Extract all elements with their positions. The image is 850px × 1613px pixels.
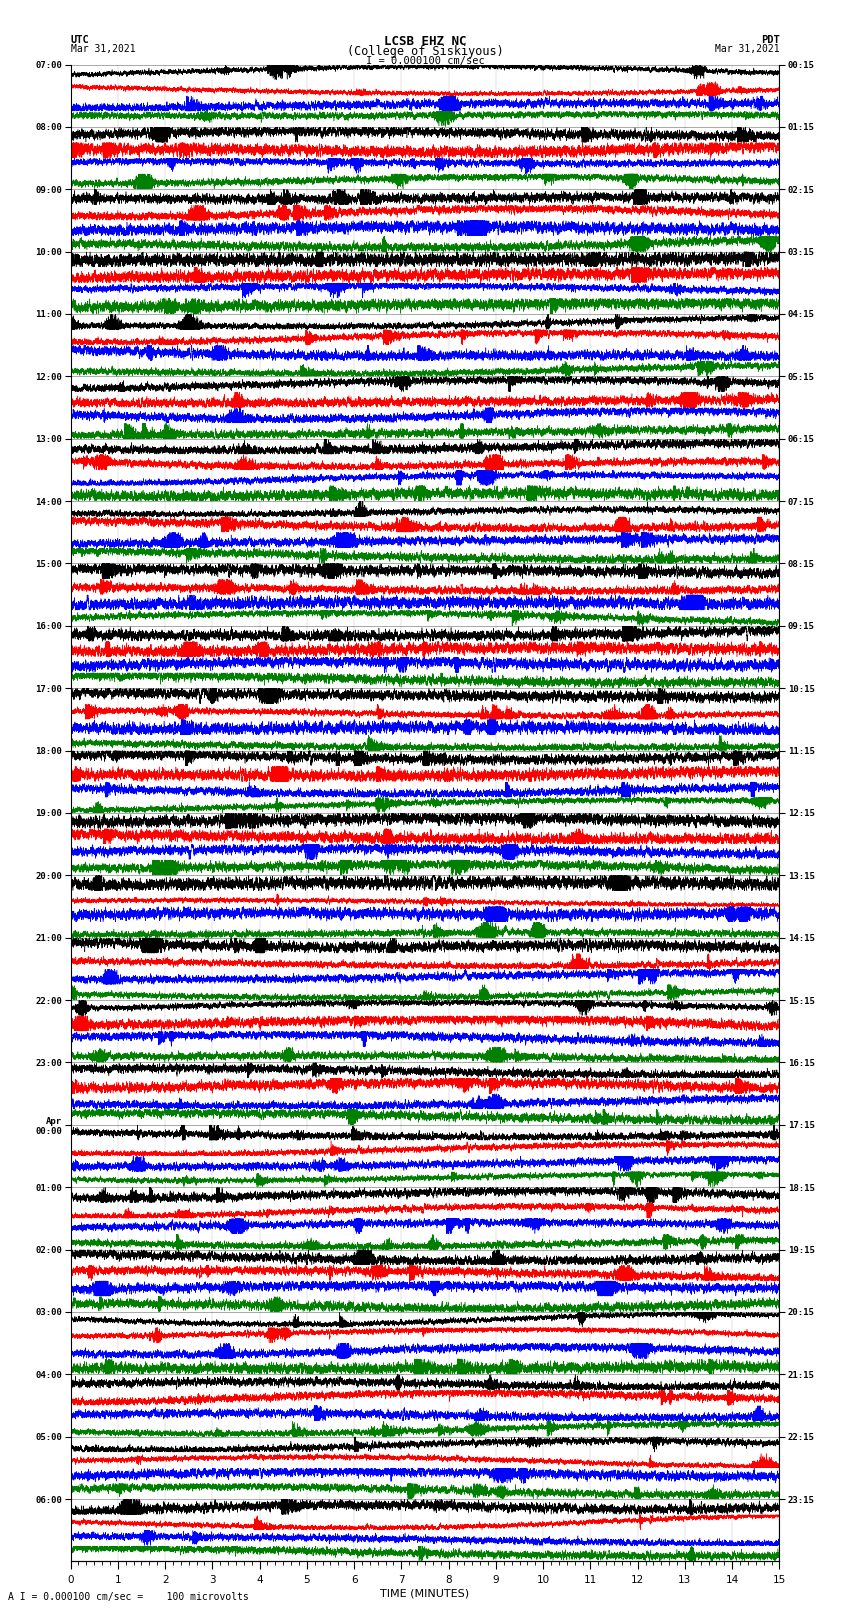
Text: UTC: UTC <box>71 35 89 45</box>
Text: A I = 0.000100 cm/sec =    100 microvolts: A I = 0.000100 cm/sec = 100 microvolts <box>8 1592 249 1602</box>
Text: PDT: PDT <box>761 35 779 45</box>
Text: (College of Siskiyous): (College of Siskiyous) <box>347 45 503 58</box>
Text: Mar 31,2021: Mar 31,2021 <box>71 44 135 55</box>
Text: Mar 31,2021: Mar 31,2021 <box>715 44 779 55</box>
X-axis label: TIME (MINUTES): TIME (MINUTES) <box>381 1589 469 1598</box>
Text: LCSB EHZ NC: LCSB EHZ NC <box>383 35 467 48</box>
Text: I = 0.000100 cm/sec: I = 0.000100 cm/sec <box>366 56 484 66</box>
